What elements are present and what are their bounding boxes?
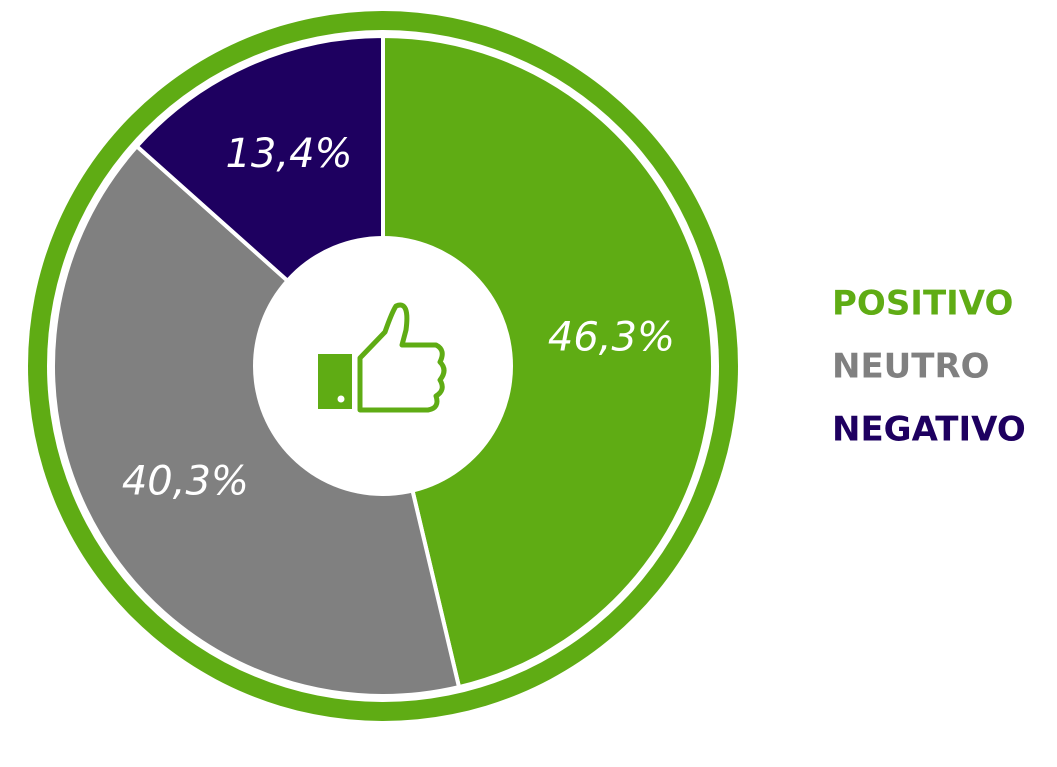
value-label: 13,4% [225, 131, 352, 177]
donut-hole [253, 236, 513, 496]
labels: 46,3% 40,3% 13,4% [122, 131, 675, 505]
slices [51, 33, 715, 698]
legend-entry: POSITIVO [832, 284, 1013, 324]
slice [381, 33, 715, 690]
value-label: 40,3% [122, 459, 249, 505]
slice [51, 143, 462, 698]
thumb-icon [318, 302, 447, 413]
legend-entry: NEGATIVO [832, 410, 1026, 450]
legend-entry: NEUTRO [832, 347, 990, 387]
legend: POSITIVO NEUTRO NEGATIVO [832, 284, 1026, 450]
value-label: 46,3% [548, 314, 675, 360]
